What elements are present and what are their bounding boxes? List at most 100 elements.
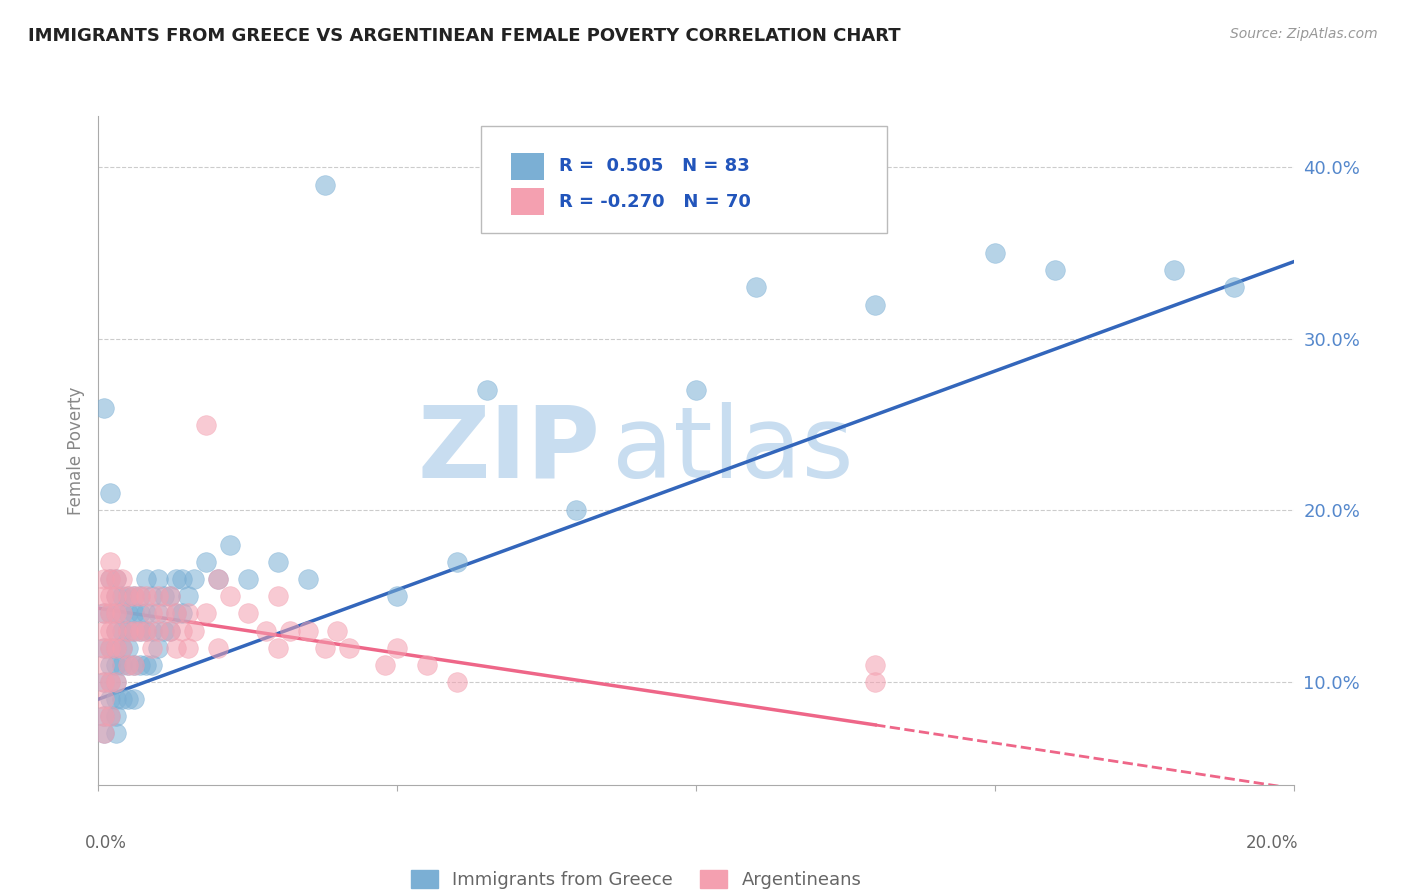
Text: ZIP: ZIP <box>418 402 600 499</box>
Point <box>159 624 181 638</box>
Point <box>159 589 181 603</box>
Point <box>148 624 170 638</box>
Point <box>98 692 122 706</box>
Point <box>105 624 128 638</box>
Point <box>98 589 122 603</box>
Point <box>111 589 134 603</box>
Point <box>135 607 157 621</box>
Point <box>297 624 319 638</box>
Point <box>865 657 887 672</box>
Point <box>93 607 115 621</box>
Point <box>339 640 360 655</box>
Point <box>124 657 146 672</box>
Point <box>98 572 122 586</box>
Point <box>315 640 337 655</box>
Point <box>105 589 128 603</box>
Point <box>129 624 152 638</box>
Point <box>135 624 157 638</box>
Point <box>117 589 139 603</box>
Point <box>385 589 409 603</box>
Point <box>219 589 242 603</box>
Point <box>207 572 229 586</box>
Point <box>219 538 242 552</box>
Y-axis label: Female Poverty: Female Poverty <box>66 386 84 515</box>
Point <box>148 607 170 621</box>
Point <box>207 572 229 586</box>
Point <box>98 657 122 672</box>
Point <box>124 657 146 672</box>
Point <box>117 657 139 672</box>
Point <box>117 624 139 638</box>
Point <box>93 589 115 603</box>
Point <box>165 640 187 655</box>
Point <box>105 657 128 672</box>
Point <box>177 607 200 621</box>
Point <box>105 675 128 690</box>
Point <box>141 607 163 621</box>
Point <box>1223 280 1246 294</box>
Point <box>141 657 163 672</box>
Point <box>93 572 115 586</box>
Point <box>105 640 128 655</box>
Point <box>129 657 152 672</box>
Text: 20.0%: 20.0% <box>1246 834 1299 852</box>
Point <box>194 607 218 621</box>
Point <box>117 589 139 603</box>
Point <box>207 640 229 655</box>
Point <box>105 589 128 603</box>
Point <box>93 657 115 672</box>
Point <box>475 384 498 398</box>
Point <box>117 692 139 706</box>
Point <box>105 607 128 621</box>
Point <box>278 624 301 638</box>
Point <box>135 624 157 638</box>
Point <box>105 709 128 723</box>
Point <box>93 709 115 723</box>
Point <box>124 692 146 706</box>
Point <box>254 624 277 638</box>
Point <box>165 607 187 621</box>
Point <box>129 589 152 603</box>
Point <box>105 624 128 638</box>
Point <box>297 572 319 586</box>
Point <box>236 572 259 586</box>
Text: R = -0.270   N = 70: R = -0.270 N = 70 <box>558 193 751 211</box>
Point <box>1163 263 1185 277</box>
Point <box>93 640 115 655</box>
Point <box>117 624 139 638</box>
Point <box>93 726 115 740</box>
Point <box>93 624 115 638</box>
Point <box>124 624 146 638</box>
Point <box>98 675 122 690</box>
Point <box>177 640 200 655</box>
Point <box>153 624 176 638</box>
Point <box>93 607 115 621</box>
FancyBboxPatch shape <box>510 153 544 179</box>
Point <box>194 555 218 569</box>
Point <box>374 657 396 672</box>
FancyBboxPatch shape <box>481 126 887 233</box>
Point <box>135 657 157 672</box>
Point <box>141 624 163 638</box>
Point <box>267 589 290 603</box>
Point <box>93 675 115 690</box>
Point <box>117 640 139 655</box>
Point <box>745 280 768 294</box>
Point <box>98 640 122 655</box>
Point <box>135 572 157 586</box>
FancyBboxPatch shape <box>510 188 544 215</box>
Point <box>111 657 134 672</box>
Point <box>385 640 409 655</box>
Text: IMMIGRANTS FROM GREECE VS ARGENTINEAN FEMALE POVERTY CORRELATION CHART: IMMIGRANTS FROM GREECE VS ARGENTINEAN FE… <box>28 27 901 45</box>
Point <box>172 572 194 586</box>
Point <box>172 624 194 638</box>
Point <box>98 624 122 638</box>
Point <box>111 607 134 621</box>
Point <box>98 709 122 723</box>
Point <box>685 384 707 398</box>
Point <box>111 607 134 621</box>
Point <box>1043 263 1066 277</box>
Point <box>93 640 115 655</box>
Point <box>98 555 122 569</box>
Point <box>124 589 146 603</box>
